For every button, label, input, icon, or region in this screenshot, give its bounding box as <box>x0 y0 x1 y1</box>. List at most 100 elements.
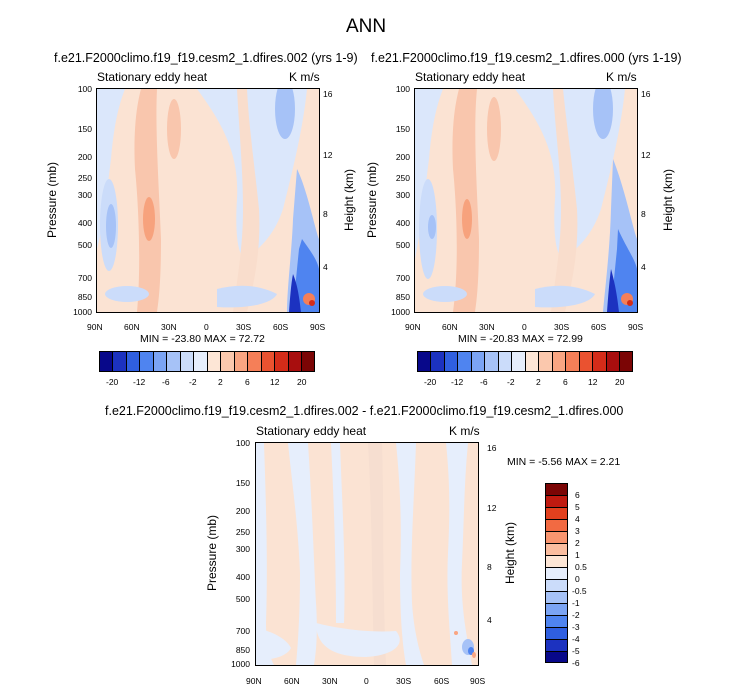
colorbar-cell <box>498 351 512 372</box>
p1-xtick: 90N <box>87 322 103 332</box>
colorbar-cell <box>166 351 181 372</box>
panel-3-plot-area <box>255 442 479 666</box>
p2-ytick: 200 <box>395 152 410 162</box>
panel-3-title: f.e21.F2000climo.f19_f19.cesm2_1.dfires.… <box>105 404 624 418</box>
p2-xtick: 0 <box>522 322 527 332</box>
p3-cb-label: 4 <box>575 514 580 524</box>
panel-2-ylabel-right: Height (km) <box>661 168 675 232</box>
p3-ytick: 1000 <box>231 659 250 669</box>
p1-cb-label: -2 <box>189 377 197 387</box>
p2-ytick-right: 4 <box>641 262 646 272</box>
p3-xtick: 0 <box>364 676 369 686</box>
p3-cb-label: -4 <box>572 634 580 644</box>
p3-cb-label: -0.5 <box>572 586 587 596</box>
p3-cb-label: -2 <box>572 610 580 620</box>
panel-1-units: K m/s <box>289 70 320 84</box>
colorbar-cell <box>220 351 235 372</box>
p1-ytick: 200 <box>77 152 92 162</box>
figure-title: ANN <box>345 16 387 37</box>
p1-ytick: 700 <box>77 273 92 283</box>
p2-ytick: 850 <box>395 292 410 302</box>
panel-3-colorbar <box>545 483 568 663</box>
p3-cb-label: 6 <box>575 490 580 500</box>
panel-1-contours <box>97 89 319 312</box>
colorbar-cell <box>592 351 607 372</box>
p2-cb-label: 2 <box>536 377 541 387</box>
panel-3-units: K m/s <box>449 424 480 438</box>
colorbar-cell <box>545 651 568 663</box>
p3-xtick: 30S <box>396 676 412 686</box>
p1-cb-label: -6 <box>162 377 170 387</box>
p3-xtick: 30N <box>322 676 338 686</box>
p1-ytick: 150 <box>77 124 92 134</box>
p1-xtick: 0 <box>204 322 209 332</box>
colorbar-cell <box>261 351 275 372</box>
p3-cb-label: -3 <box>572 622 580 632</box>
p3-ytick-right: 12 <box>487 503 497 513</box>
p1-cb-label: -20 <box>106 377 119 387</box>
panel-1-minmax: MIN = -23.80 MAX = 72.72 <box>140 333 265 345</box>
colorbar-cell <box>606 351 620 372</box>
p1-cb-label: -12 <box>133 377 146 387</box>
p3-ytick: 300 <box>235 544 250 554</box>
colorbar-cell <box>207 351 221 372</box>
p3-ytick: 150 <box>235 478 250 488</box>
p2-xtick: 60N <box>442 322 458 332</box>
p1-cb-label: 20 <box>297 377 307 387</box>
p2-ytick: 150 <box>395 124 410 134</box>
panel-2-plot-area <box>414 88 638 313</box>
p1-ytick: 1000 <box>73 307 92 317</box>
colorbar-cell <box>457 351 472 372</box>
colorbar-cell <box>511 351 526 372</box>
p1-ytick: 300 <box>77 190 92 200</box>
colorbar-cell <box>234 351 248 372</box>
p1-ytick: 250 <box>77 173 92 183</box>
colorbar-cell <box>274 351 289 372</box>
panel-2-minmax: MIN = -20.83 MAX = 72.99 <box>458 333 583 345</box>
colorbar-cell <box>247 351 262 372</box>
p2-cb-label: -12 <box>451 377 464 387</box>
panel-2-variable-label: Stationary eddy heat <box>415 70 526 84</box>
panel-1-ylabel: Pressure (mb) <box>45 161 59 239</box>
p1-cb-label: 6 <box>245 377 250 387</box>
panel-1-title: f.e21.F2000climo.f19_f19.cesm2_1.dfires.… <box>54 51 358 65</box>
p3-ytick: 500 <box>235 594 250 604</box>
colorbar-cell <box>301 351 315 372</box>
colorbar-cell <box>579 351 593 372</box>
panel-3-variable-label: Stationary eddy heat <box>256 424 367 438</box>
p1-ytick: 850 <box>77 292 92 302</box>
colorbar-cell <box>525 351 539 372</box>
panel-3-contours <box>256 443 478 665</box>
p3-ytick: 200 <box>235 506 250 516</box>
p1-ytick: 400 <box>77 218 92 228</box>
p2-ytick-right: 8 <box>641 209 646 219</box>
colorbar-cell <box>417 351 431 372</box>
p2-cb-label: -6 <box>480 377 488 387</box>
p1-ytick-right: 12 <box>323 150 333 160</box>
p3-xtick: 60N <box>284 676 300 686</box>
p2-xtick: 30S <box>554 322 570 332</box>
p1-cb-label: 12 <box>270 377 280 387</box>
p3-xtick: 60S <box>434 676 450 686</box>
p2-ytick: 1000 <box>391 307 410 317</box>
panel-2-contours <box>415 89 637 312</box>
p1-xtick: 30S <box>236 322 252 332</box>
panel-1-ylabel-right: Height (km) <box>342 168 356 232</box>
p2-ytick: 500 <box>395 240 410 250</box>
colorbar-cell <box>552 351 566 372</box>
p1-xtick: 90S <box>310 322 326 332</box>
p3-cb-label: 2 <box>575 538 580 548</box>
p3-cb-label: 5 <box>575 502 580 512</box>
panel-2-units: K m/s <box>606 70 637 84</box>
colorbar-cell <box>538 351 553 372</box>
panel-3-minmax: MIN = -5.56 MAX = 2.21 <box>507 456 621 468</box>
p3-cb-label: 0.5 <box>575 562 587 572</box>
p2-xtick: 90S <box>628 322 644 332</box>
colorbar-cell <box>99 351 113 372</box>
colorbar-cell <box>139 351 154 372</box>
colorbar-cell <box>126 351 140 372</box>
p3-ytick: 400 <box>235 572 250 582</box>
p2-ytick: 400 <box>395 218 410 228</box>
colorbar-cell <box>153 351 167 372</box>
p1-ytick: 500 <box>77 240 92 250</box>
